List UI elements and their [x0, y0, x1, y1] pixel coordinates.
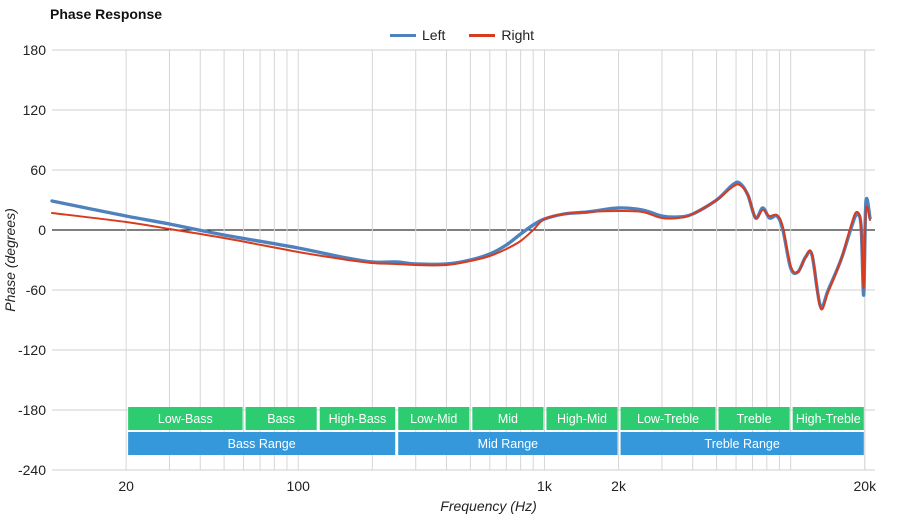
band-label-high-treble: High-Treble — [796, 412, 861, 426]
band-label-treble: Treble — [737, 412, 772, 426]
x-tick-label: 20 — [118, 478, 134, 494]
band-label-treble-range: Treble Range — [705, 437, 780, 451]
series-line-right — [51, 183, 871, 311]
band-label-high-bass: High-Bass — [329, 412, 387, 426]
band-label-low-bass: Low-Bass — [158, 412, 213, 426]
band-high-mid — [546, 407, 618, 430]
band-label-bass: Bass — [267, 412, 295, 426]
band-bass-range — [128, 432, 396, 455]
band-label-mid: Mid — [498, 412, 518, 426]
y-tick-label: -120 — [18, 342, 46, 358]
band-mid — [472, 407, 544, 430]
y-tick-label: 180 — [23, 42, 47, 58]
band-bass — [245, 407, 317, 430]
y-tick-label: 60 — [30, 162, 46, 178]
band-label-bass-range: Bass Range — [228, 437, 296, 451]
band-treble — [718, 407, 790, 430]
legend-item-right[interactable]: Right — [469, 27, 534, 43]
y-tick-label: -240 — [18, 462, 46, 478]
band-low-bass — [128, 407, 243, 430]
legend-item-left[interactable]: Left — [390, 27, 445, 43]
x-tick-label: 20k — [854, 478, 878, 494]
y-tick-label: -60 — [26, 282, 46, 298]
x-tick-label: 2k — [611, 478, 627, 494]
band-label-high-mid: High-Mid — [557, 412, 607, 426]
series-line-left — [50, 180, 872, 309]
legend: Left Right — [390, 27, 534, 43]
x-axis-label: Frequency (Hz) — [440, 498, 536, 514]
band-label-low-treble: Low-Treble — [637, 412, 699, 426]
y-tick-label: 120 — [23, 102, 47, 118]
band-high-treble — [792, 407, 864, 430]
band-mid-range — [398, 432, 618, 455]
legend-label-left: Left — [422, 27, 446, 43]
x-tick-label: 100 — [287, 478, 311, 494]
x-tick-label: 1k — [537, 478, 553, 494]
band-low-mid — [398, 407, 470, 430]
y-axis-label: Phase (degrees) — [2, 208, 18, 312]
y-tick-label: 0 — [38, 222, 46, 238]
band-label-low-mid: Low-Mid — [410, 412, 457, 426]
y-tick-label: -180 — [18, 402, 46, 418]
legend-swatch-right — [469, 33, 496, 37]
band-high-bass — [319, 407, 396, 430]
legend-label-right: Right — [501, 27, 535, 43]
band-treble-range — [620, 432, 864, 455]
band-low-treble — [620, 407, 716, 430]
band-label-mid-range: Mid Range — [478, 437, 538, 451]
legend-swatch-left — [390, 33, 416, 37]
chart-title: Phase Response — [50, 6, 163, 22]
